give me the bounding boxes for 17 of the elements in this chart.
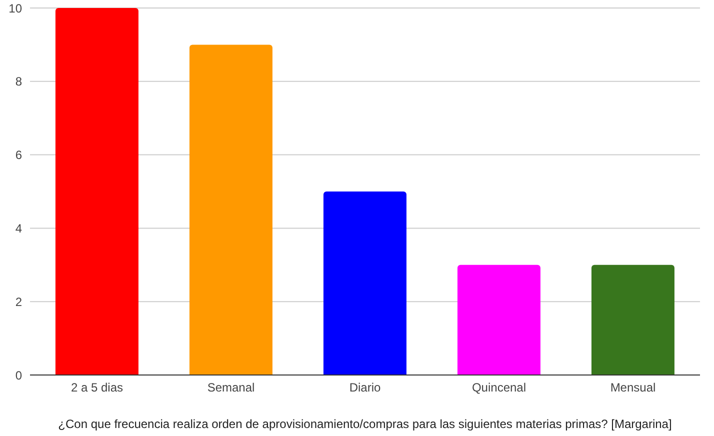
y-tick-label: 0 xyxy=(15,368,22,382)
x-axis-title: ¿Con que frecuencia realiza orden de aprovisionamiento/compras para las siguientes materias primas? [Margarina] xyxy=(58,417,672,431)
bar xyxy=(457,264,540,375)
x-tick-label: Diario xyxy=(349,380,381,395)
y-tick-label: 6 xyxy=(15,148,22,162)
bar xyxy=(189,44,272,375)
x-tick-label: Quincenal xyxy=(472,380,526,395)
bar xyxy=(323,192,406,375)
bar xyxy=(55,8,138,375)
bar xyxy=(591,264,674,375)
y-tick-label: 10 xyxy=(8,1,22,16)
y-tick-label: 2 xyxy=(15,294,22,309)
y-tick-label: 8 xyxy=(15,74,22,89)
x-tick-label: Mensual xyxy=(610,380,656,395)
x-tick-label: 2 a 5 dias xyxy=(70,380,124,395)
x-tick-label: Semanal xyxy=(207,380,255,395)
y-tick-label: 4 xyxy=(15,221,22,236)
